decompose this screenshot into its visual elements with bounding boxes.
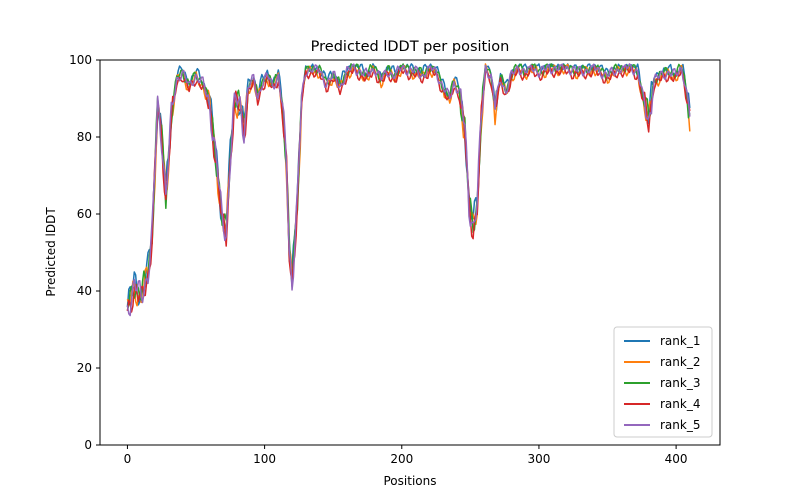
y-tick-label: 0 — [84, 438, 92, 452]
legend-label: rank_5 — [660, 418, 700, 432]
legend-box — [613, 326, 713, 438]
legend-label: rank_3 — [660, 376, 700, 390]
y-tick-label: 60 — [77, 207, 92, 221]
legend-label: rank_4 — [660, 397, 700, 411]
y-tick-label: 100 — [69, 53, 92, 67]
legend-label: rank_2 — [660, 355, 700, 369]
y-tick-label: 80 — [77, 130, 92, 144]
axis-ticks: 0 100 200 300 400 0 20 40 60 80 100 — [69, 53, 687, 466]
plot-frame — [99, 59, 721, 446]
x-tick-label: 400 — [665, 452, 688, 466]
series-line-rank-5 — [126, 63, 691, 317]
y-axis-label: Predicted lDDT — [44, 207, 58, 297]
y-tick-label: 40 — [77, 284, 92, 298]
x-tick-label: 200 — [390, 452, 413, 466]
series-lines — [126, 63, 691, 317]
legend-label: rank_1 — [660, 334, 700, 348]
x-tick-label: 100 — [253, 452, 276, 466]
y-tick-label: 20 — [77, 361, 92, 375]
legend: rank_1 rank_2 rank_3 rank_4 rank_5 — [613, 326, 713, 438]
x-tick-label: 0 — [124, 452, 132, 466]
x-tick-label: 300 — [527, 452, 550, 466]
x-axis-label: Positions — [384, 474, 437, 488]
chart-title: Predicted lDDT per position — [311, 39, 510, 55]
